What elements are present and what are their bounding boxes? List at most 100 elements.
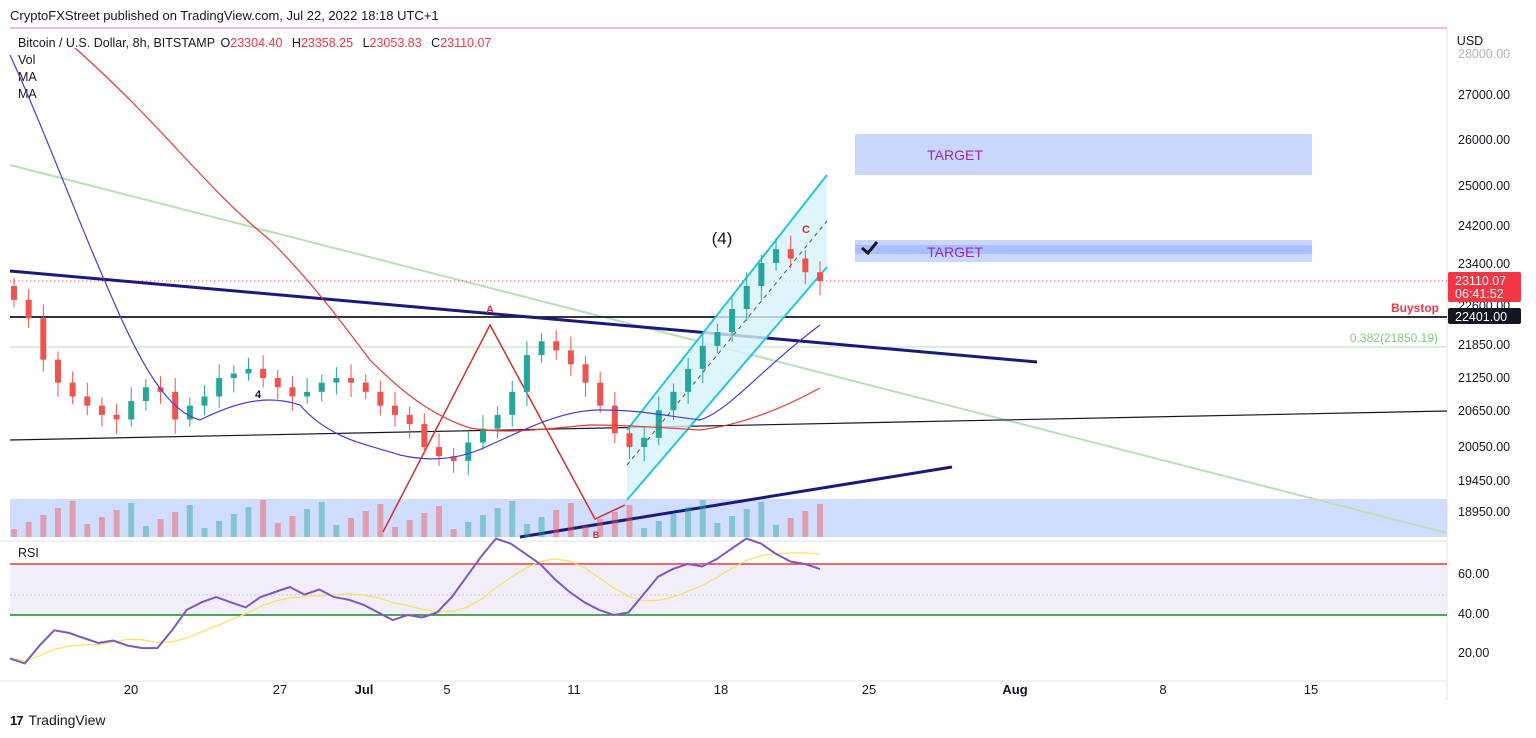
candle-body	[40, 318, 47, 360]
rsi-ma-line[interactable]	[9, 552, 821, 662]
candle-body	[54, 359, 61, 383]
volume-bar	[699, 500, 706, 537]
candle-body	[362, 382, 369, 392]
checkmark-icon	[861, 241, 879, 256]
volume-bar	[435, 506, 442, 537]
volume-bar	[626, 505, 633, 537]
volume-bar	[392, 527, 399, 537]
candle-body	[69, 382, 76, 397]
rsi-tick-label: 20.00	[1458, 646, 1489, 660]
candle-body	[802, 258, 809, 273]
volume-bar	[787, 518, 794, 537]
candle-body	[494, 414, 501, 429]
time-tick-label: 5	[443, 682, 450, 697]
candle-body	[641, 437, 648, 448]
tradingview-logo-icon: 17	[10, 712, 24, 728]
candle-body	[699, 345, 706, 369]
price-tick-label: 20650.00	[1458, 404, 1510, 418]
volume-bar	[553, 510, 560, 537]
time-tick-label: Aug	[1002, 682, 1027, 697]
rsi-line[interactable]	[9, 537, 821, 665]
price-axis[interactable]: 27000.00 26000.00 25000.00 24200.00 23400.00…	[1458, 47, 1510, 519]
candle-body	[465, 442, 472, 461]
time-tick-label: 8	[1159, 682, 1166, 697]
candle-body	[98, 405, 105, 415]
time-tick-label: Jul	[355, 682, 374, 697]
candle-body	[435, 447, 442, 457]
candle-body	[25, 299, 32, 319]
candle-body	[582, 364, 589, 383]
volume-bar	[729, 516, 736, 537]
volume-bar	[289, 516, 296, 537]
candle-body	[567, 350, 574, 365]
upper-wedge-line[interactable]	[9, 269, 1038, 364]
volume-bar	[304, 509, 311, 537]
candle-body	[392, 405, 399, 415]
candle-body	[729, 309, 736, 333]
close-label: C	[431, 36, 441, 50]
candle-body	[553, 341, 560, 351]
volume-bar	[318, 502, 325, 537]
indicator-ma-1[interactable]: MA	[18, 70, 37, 84]
ma-fast-line[interactable]	[9, 54, 821, 460]
candle-body	[817, 272, 823, 281]
rsi-label[interactable]: RSI	[18, 546, 39, 560]
price-tick-label: 21250.00	[1458, 371, 1510, 385]
volume-bar	[670, 514, 677, 537]
candle-body	[289, 387, 296, 397]
price-tick-label: 28000.00	[1458, 47, 1510, 61]
price-tick-label: 25000.00	[1458, 179, 1510, 193]
volume-bar	[817, 504, 823, 537]
rsi-tick-label: 40.00	[1458, 607, 1489, 621]
candle-body	[318, 382, 325, 392]
volume-bar	[113, 510, 120, 537]
volume-bar	[201, 528, 208, 537]
channel-upper[interactable]	[626, 174, 828, 431]
volume-bar	[743, 509, 750, 537]
candle-body	[245, 368, 252, 374]
candlesticks	[11, 235, 823, 476]
volume-bar	[157, 519, 164, 537]
volume-bar	[773, 525, 780, 537]
candle-body	[406, 414, 413, 425]
candle-body	[216, 378, 223, 397]
volume-bar	[274, 523, 281, 537]
candle-body	[450, 456, 457, 461]
candle-body	[260, 368, 267, 379]
time-axis[interactable]: 20 27 Jul 5 11 18 25 Aug 8 15	[124, 682, 1318, 697]
price-tick-label: 23400.00	[1458, 257, 1510, 271]
symbol-row: Bitcoin / U.S. Dollar, 8h, BITSTAMP O233…	[18, 35, 497, 52]
volume-bar	[362, 511, 369, 537]
candle-body	[304, 391, 311, 397]
rsi-tick-label: 60.00	[1458, 567, 1489, 581]
channel-lower[interactable]	[626, 266, 828, 501]
low-value: 23053.83	[369, 36, 422, 50]
candle-body	[201, 396, 208, 406]
time-tick-label: 20	[124, 682, 138, 697]
target-label-1: TARGET	[927, 147, 983, 163]
candle-body	[773, 249, 780, 264]
time-tick-label: 25	[862, 682, 876, 697]
volume-bar	[714, 523, 721, 537]
black-trendline[interactable]	[9, 410, 1448, 441]
volume-bar	[84, 524, 91, 537]
lower-wedge-line[interactable]	[519, 465, 953, 539]
symbol-name: Bitcoin / U.S. Dollar, 8h, BITSTAMP	[18, 36, 216, 50]
volume-bar	[655, 521, 662, 537]
subwave-4-label: 4	[255, 389, 262, 401]
indicator-vol[interactable]: Vol	[18, 53, 36, 67]
candle-body	[523, 355, 530, 392]
target-box-1[interactable]	[855, 134, 1312, 175]
candle-body	[11, 286, 17, 300]
volume-bar	[54, 508, 61, 537]
open-value: 23304.40	[230, 36, 283, 50]
ma-slow-line[interactable]	[74, 47, 821, 432]
volume-bar	[582, 526, 589, 537]
price-tick-label: 27000.00	[1458, 88, 1510, 102]
volume-bar	[758, 502, 765, 537]
countdown-value: 06:41:52	[1455, 287, 1504, 301]
price-tick-label: 18950.00	[1458, 505, 1510, 519]
buystop-price-tag	[1448, 308, 1521, 324]
volume-bar	[377, 504, 384, 537]
